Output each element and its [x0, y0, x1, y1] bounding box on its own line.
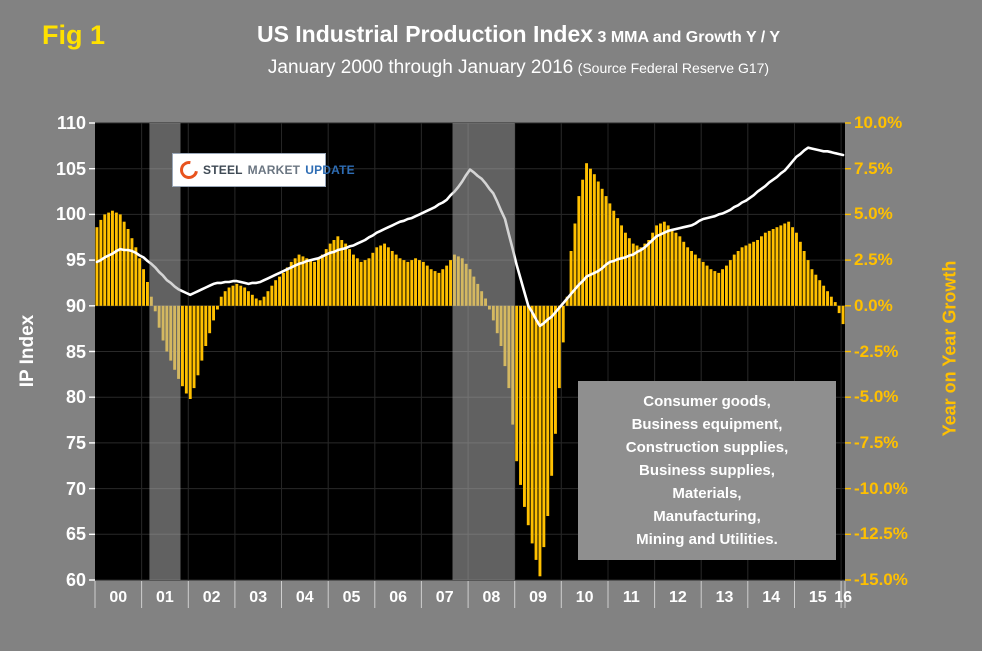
chart-title-main: US Industrial Production Index: [256, 21, 594, 47]
left-axis-tick-label: 65: [65, 524, 86, 545]
right-axis-tick-label: -15.0%: [854, 570, 908, 589]
figure-label: Fig 1: [42, 20, 106, 50]
annotation-line: Manufacturing,: [653, 508, 761, 525]
left-axis-tick-label: 110: [56, 113, 86, 133]
right-axis-tick-label: 5.0%: [854, 204, 893, 224]
x-axis-year-label: 15: [808, 589, 827, 606]
left-axis-tick-label: 70: [65, 478, 86, 499]
right-axis-title: Year on Year Growth: [939, 260, 960, 437]
x-axis-year-label: 06: [389, 589, 407, 606]
x-axis-year-label: 03: [249, 589, 268, 606]
left-axis-tick-label: 105: [55, 158, 86, 179]
logo-word-market: MARKET: [247, 163, 301, 177]
left-axis-tick-label: 90: [65, 295, 86, 316]
left-axis-tick-label: 60: [65, 570, 86, 590]
logo-word-update: UPDATE: [305, 163, 355, 177]
x-axis-year-label: 07: [435, 589, 454, 606]
x-axis-year-label: 13: [715, 589, 734, 606]
x-axis-year-label: 08: [482, 589, 501, 606]
right-axis-tick-label: -7.5%: [854, 432, 899, 452]
x-axis-year-label: 12: [668, 589, 687, 606]
steel-market-update-logo: STEEL MARKET UPDATE: [172, 153, 355, 187]
x-axis-year-label: 10: [575, 589, 594, 606]
x-axis-year-label: 01: [155, 589, 174, 606]
chart-source: (Source Federal Reserve G17): [577, 60, 770, 76]
right-axis-tick-label: 2.5%: [854, 250, 893, 270]
x-axis-year-label: 04: [295, 589, 314, 606]
right-axis-tick-label: 7.5%: [854, 158, 893, 178]
annotation-line: Materials,: [672, 485, 742, 502]
left-axis-tick-label: 80: [65, 387, 86, 408]
right-axis-tick-label: -5.0%: [854, 387, 899, 407]
right-axis-tick-label: -12.5%: [854, 524, 908, 544]
chart-subtitle: January 2000 through January 2016 (Sourc…: [125, 57, 912, 79]
x-axis-year-label: 00: [109, 589, 128, 606]
left-axis-tick-label: 95: [65, 250, 86, 271]
annotation-line: Business equipment,: [631, 416, 783, 433]
smu-swoosh-icon: [176, 157, 202, 183]
annotation-line: Mining and Utilities.: [636, 531, 778, 548]
right-axis-tick-label: 10.0%: [854, 113, 903, 132]
logo-word-steel: STEEL: [203, 163, 243, 177]
x-axis-year-label: 14: [762, 589, 781, 606]
left-axis-tick-label: 100: [55, 204, 86, 225]
right-axis-tick-label: -10.0%: [854, 478, 908, 498]
chart-title-sub: 3 MMA and Growth Y / Y: [597, 29, 781, 46]
x-axis-year-label: 16: [834, 589, 852, 606]
right-axis-tick-label: -2.5%: [854, 341, 899, 361]
chart-title: US Industrial Production Index 3 MMA and…: [125, 21, 912, 48]
x-axis-year-label: 11: [622, 589, 640, 606]
axis-tick-marks: [89, 122, 851, 608]
right-axis-tick-label: 0.0%: [854, 295, 893, 315]
chart-subtitle-range: January 2000 through January 2016: [267, 57, 574, 78]
sectors-annotation-box: Consumer goods, Business equipment, Constr…: [578, 381, 836, 560]
annotation-line: Consumer goods,: [643, 393, 771, 410]
x-axis-year-label: 09: [529, 589, 547, 606]
growth-bars: [95, 163, 845, 577]
x-axis-year-label: 02: [202, 589, 221, 606]
annotation-line: Business supplies,: [639, 462, 775, 479]
x-axis-year-label: 05: [342, 589, 361, 606]
left-axis-tick-label: 85: [65, 341, 86, 362]
annotation-line: Construction supplies,: [625, 439, 789, 456]
recession-bands: [149, 123, 515, 580]
left-axis-tick-label: 75: [65, 432, 86, 453]
